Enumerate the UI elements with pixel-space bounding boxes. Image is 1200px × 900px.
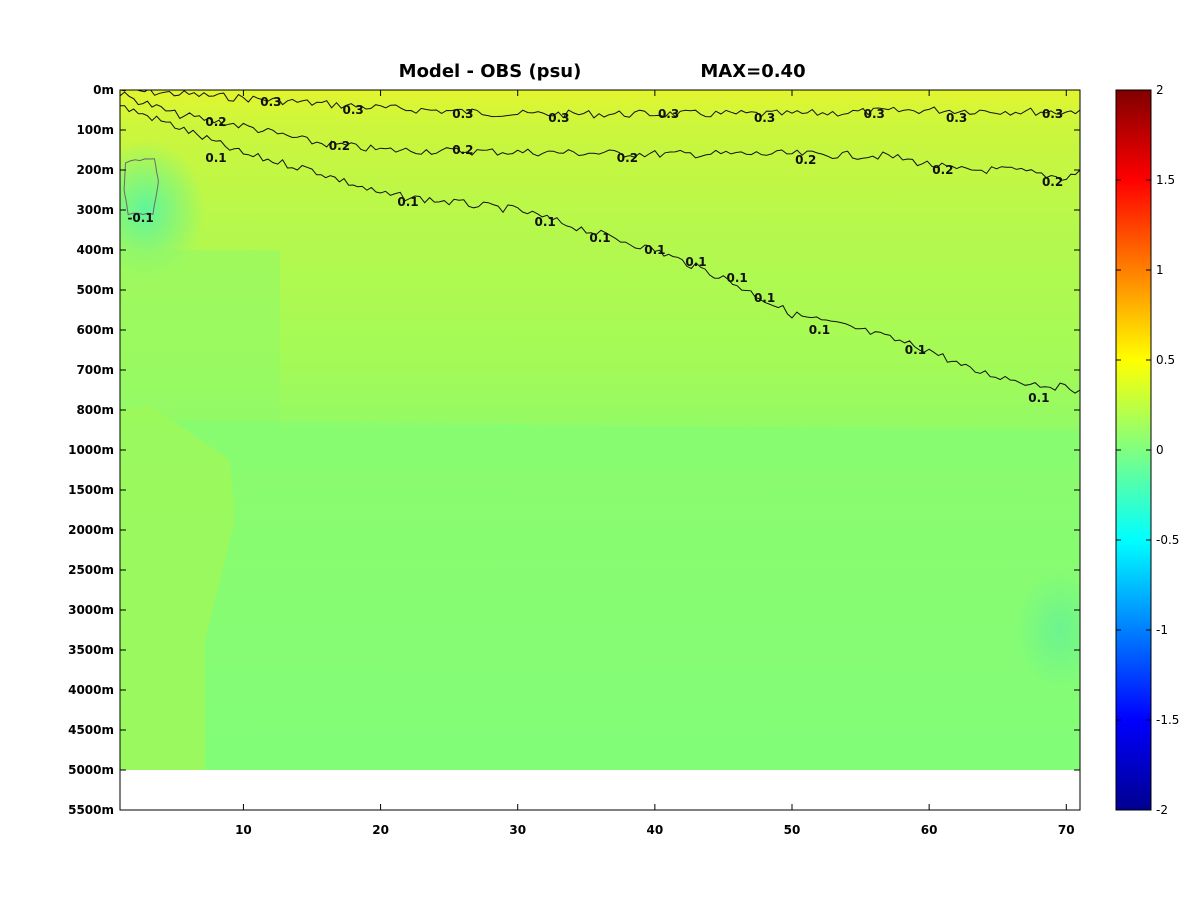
contour-label: 0.1	[754, 291, 775, 305]
contour-label: 0.1	[809, 323, 830, 337]
contour-label: 0.3	[548, 111, 569, 125]
empty-depth-region	[120, 770, 1080, 810]
colorbar-tick-label: 1	[1156, 263, 1164, 277]
contour-label: 0.1	[644, 243, 665, 257]
contour-label: 0.1	[535, 215, 556, 229]
contour-line	[120, 90, 1080, 119]
contour-label: -0.1	[127, 211, 153, 225]
contour-label: 0.2	[452, 143, 473, 157]
y-tick-label: 3000m	[68, 603, 114, 617]
y-tick-label: 500m	[76, 283, 114, 297]
contour-label: 0.3	[864, 107, 885, 121]
colorbar-tick-label: 0.5	[1156, 353, 1175, 367]
x-tick-label: 30	[509, 823, 526, 837]
y-tick-label: 0m	[93, 83, 114, 97]
x-tick-label: 20	[372, 823, 389, 837]
y-tick-label: 200m	[76, 163, 114, 177]
contour-label: 0.3	[1042, 107, 1063, 121]
x-tick-label: 60	[921, 823, 938, 837]
y-tick-label: 800m	[76, 403, 114, 417]
contour-line	[123, 158, 159, 216]
contour-layer: 0.3 0.3 0.3 0.3 0.3 0.3 0.3 0.3 0.3 0.2 0.2 0.2 0.2 0…	[120, 90, 1080, 405]
x-tick-label: 50	[784, 823, 801, 837]
max-label: MAX=0.40	[700, 61, 805, 82]
contour-label: 0.2	[795, 153, 816, 167]
contour-label: 0.1	[1028, 391, 1049, 405]
y-axis: 0m 100m 200m 300m 400m 500m 600m 700m 800m 1000m 1…	[68, 83, 1080, 817]
contour-line	[120, 91, 1080, 181]
y-tick-label: 5000m	[68, 763, 114, 777]
contour-label: 0.3	[658, 107, 679, 121]
x-tick-label: 10	[235, 823, 252, 837]
contour-label: 0.3	[452, 107, 473, 121]
colorbar-tick-label: 2	[1156, 83, 1164, 97]
contour-label: 0.3	[946, 111, 967, 125]
y-tick-label: 400m	[76, 243, 114, 257]
x-tick-label: 40	[647, 823, 664, 837]
contour-label: 0.3	[343, 103, 364, 117]
colorbar: 2 1.5 1 0.5 0 -0.5 -1 -1.5 -2	[1115, 83, 1179, 817]
plot-area: 0.3 0.3 0.3 0.3 0.3 0.3 0.3 0.3 0.3 0.2 0.2 0.2 0.2 0…	[119, 89, 1081, 811]
y-tick-label: 2500m	[68, 563, 114, 577]
y-tick-label: 300m	[76, 203, 114, 217]
y-tick-label: 1000m	[68, 443, 114, 457]
colorbar-tick-label: 1.5	[1156, 173, 1175, 187]
y-tick-label: 2000m	[68, 523, 114, 537]
y-tick-label: 1500m	[68, 483, 114, 497]
mid-green-band	[120, 420, 1080, 470]
contour-label: 0.2	[617, 151, 638, 165]
contour-label: 0.1	[205, 151, 226, 165]
left-yellowish-column	[120, 405, 235, 770]
contour-label: 0.2	[932, 163, 953, 177]
contour-label: 0.2	[205, 115, 226, 129]
colorbar-tick-label: -1.5	[1156, 713, 1179, 727]
y-tick-label: 5500m	[68, 803, 114, 817]
x-tick-label: 70	[1058, 823, 1075, 837]
contour-label: 0.3	[260, 95, 281, 109]
contour-label: 0.3	[754, 111, 775, 125]
y-tick-label: 4000m	[68, 683, 114, 697]
colorbar-tick-label: -2	[1156, 803, 1168, 817]
contour-label: 0.1	[589, 231, 610, 245]
contour-label: 0.2	[329, 139, 350, 153]
low-region-right	[1015, 570, 1080, 690]
low-region-left	[120, 140, 205, 280]
contour-label: 0.1	[727, 271, 748, 285]
colorbar-tick-label: -1	[1156, 623, 1168, 637]
contour-label: 0.1	[685, 255, 706, 269]
contour-label: 0.1	[905, 343, 926, 357]
y-tick-label: 4500m	[68, 723, 114, 737]
y-tick-label: 100m	[76, 123, 114, 137]
colorbar-tick-label: -0.5	[1156, 533, 1179, 547]
colorbar-gradient	[1115, 89, 1152, 811]
x-axis: 10 20 30 40 50 60 70	[235, 90, 1075, 837]
contour-label: 0.2	[1042, 175, 1063, 189]
chart-title: Model - OBS (psu)	[399, 61, 582, 82]
contour-line	[120, 105, 1080, 394]
y-tick-label: 600m	[76, 323, 114, 337]
colorbar-ticks: 2 1.5 1 0.5 0 -0.5 -1 -1.5 -2	[1116, 83, 1179, 817]
y-tick-label: 700m	[76, 363, 114, 377]
colorbar-tick-label: 0	[1156, 443, 1164, 457]
y-tick-label: 3500m	[68, 643, 114, 657]
contour-label: 0.1	[397, 195, 418, 209]
